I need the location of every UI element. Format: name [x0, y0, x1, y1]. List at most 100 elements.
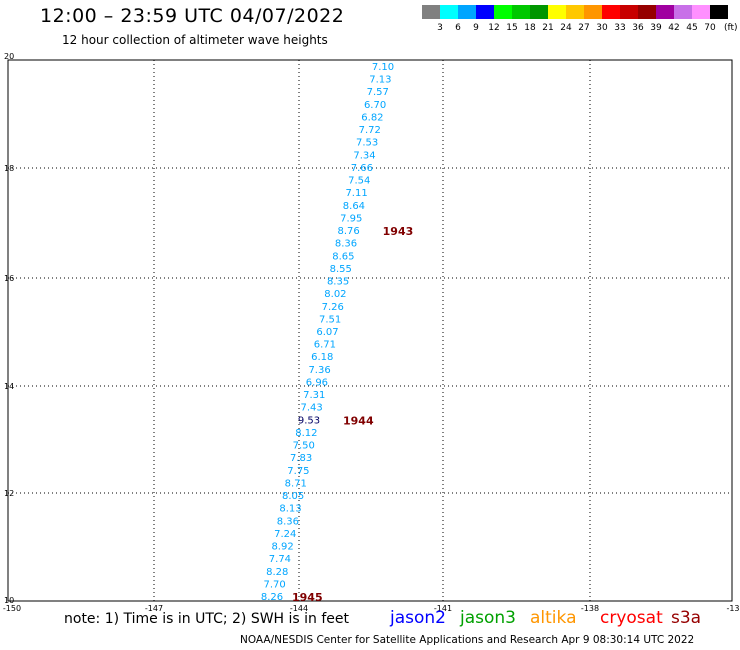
- legend-label: 21: [542, 23, 554, 33]
- legend-label: 3: [437, 23, 443, 33]
- legend-label: 45: [686, 23, 698, 33]
- wave-height-label: 8.36: [335, 239, 357, 250]
- wave-height-label: 8.36: [277, 516, 299, 527]
- legend-swatch: [638, 5, 656, 19]
- wave-height-label: 7.13: [369, 75, 391, 86]
- credit-line: NOAA/NESDIS Center for Satellite Applica…: [240, 634, 695, 646]
- wave-height-label: 7.95: [340, 213, 362, 224]
- wave-height-label: 7.31: [303, 390, 325, 401]
- wave-height-label: 7.53: [356, 138, 378, 149]
- legend-swatch: [494, 5, 512, 19]
- wave-height-label: 7.36: [308, 365, 330, 376]
- legend-label: 36: [632, 23, 644, 33]
- legend-label: 24: [560, 23, 572, 33]
- wave-height-label: 8.64: [343, 201, 365, 212]
- wave-height-label: 7.11: [345, 188, 367, 199]
- legend-unit: (ft): [724, 23, 738, 33]
- lon-tick-label: -138: [581, 604, 599, 613]
- color-legend: 3 6 9 12 15 18 21 24 27 30 33 36 39 42 45 70 (ft): [422, 5, 738, 35]
- wave-height-label: 8.13: [279, 504, 301, 515]
- wave-height-label: 7.54: [348, 176, 370, 187]
- time-label: 1945: [292, 591, 323, 604]
- legend-swatch: [566, 5, 584, 19]
- legend-label: 33: [614, 23, 626, 33]
- wave-height-label: 7.26: [322, 302, 344, 313]
- lat-tick-label: 10: [4, 596, 14, 605]
- wave-height-label: 8.65: [332, 251, 354, 262]
- lat-tick-label: 16: [4, 274, 14, 283]
- lon-tick-label: -13: [726, 604, 739, 613]
- legend-swatch: [674, 5, 692, 19]
- wave-height-label: 9.53: [298, 415, 320, 426]
- satellite-jason2: jason2: [390, 608, 446, 628]
- legend-swatch: [692, 5, 710, 19]
- lat-tick-label: 12: [4, 489, 14, 498]
- wave-height-label: 7.74: [269, 554, 291, 565]
- wave-height-label: 6.07: [316, 327, 338, 338]
- map-subtitle: 12 hour collection of altimeter wave hei…: [62, 33, 328, 47]
- wave-height-label: 8.71: [285, 478, 307, 489]
- wave-height-label: 8.92: [271, 542, 293, 553]
- legend-swatch: [602, 5, 620, 19]
- wave-height-label: 7.66: [351, 163, 373, 174]
- legend-label: 42: [668, 23, 680, 33]
- lat-tick-label: 20: [4, 52, 14, 61]
- note-text: note: 1) Time is in UTC; 2) SWH is in fe…: [64, 611, 350, 627]
- lon-tick-label: -144: [290, 604, 308, 613]
- legend-swatch: [530, 5, 548, 19]
- time-label: 1943: [383, 225, 414, 238]
- satellite-cryosat: cryosat: [600, 608, 663, 628]
- legend-label: 12: [488, 23, 500, 33]
- wave-height-label: 7.70: [264, 579, 286, 590]
- wave-height-label: 8.76: [338, 226, 360, 237]
- lat-tick-label: 14: [4, 382, 14, 391]
- wave-height-label: 7.43: [301, 403, 323, 414]
- wave-height-label: 7.50: [293, 441, 315, 452]
- wave-height-label: 7.83: [290, 453, 312, 464]
- legend-swatch: [440, 5, 458, 19]
- legend-label: 30: [596, 23, 608, 33]
- wave-height-label: 8.05: [282, 491, 304, 502]
- wave-height-label: 6.96: [306, 377, 328, 388]
- wave-height-label: 7.75: [287, 466, 309, 477]
- satellite-altika: altika: [530, 608, 577, 628]
- legend-swatch: [584, 5, 602, 19]
- wave-height-label: 7.34: [353, 150, 375, 161]
- legend-label: 70: [704, 23, 716, 33]
- legend-swatch: [548, 5, 566, 19]
- lon-tick-label: -141: [434, 604, 452, 613]
- legend-label: 18: [524, 23, 536, 33]
- legend-swatch: [476, 5, 494, 19]
- wave-height-label: 7.10: [372, 62, 394, 73]
- map-frame: [7, 59, 733, 602]
- wave-height-label: 6.71: [314, 340, 336, 351]
- legend-label: 27: [578, 23, 590, 33]
- legend-swatch: [512, 5, 530, 19]
- wave-height-label: 8.28: [266, 567, 288, 578]
- map-title: 12:00 – 23:59 UTC 04/07/2022: [40, 5, 345, 27]
- wave-height-label: 8.26: [261, 592, 283, 603]
- time-label: 1944: [343, 414, 374, 427]
- legend-swatch: [620, 5, 638, 19]
- legend-label: 9: [473, 23, 479, 33]
- lon-tick-label: -150: [3, 604, 21, 613]
- wave-height-label: 7.24: [274, 529, 296, 540]
- wave-height-label: 7.51: [319, 314, 341, 325]
- legend-label: 39: [650, 23, 662, 33]
- satellite-s3a: s3a: [671, 608, 702, 628]
- wave-height-label: 6.18: [311, 352, 333, 363]
- legend-label: 6: [455, 23, 461, 33]
- wave-height-label: 7.57: [367, 87, 389, 98]
- wave-height-label: 6.82: [361, 112, 383, 123]
- wave-height-label: 8.12: [295, 428, 317, 439]
- wave-height-label: 6.70: [364, 100, 386, 111]
- lon-tick-label: -147: [145, 604, 163, 613]
- wave-height-label: 7.72: [359, 125, 381, 136]
- wave-height-label: 8.35: [327, 277, 349, 288]
- legend-swatch: [422, 5, 440, 19]
- lat-tick-label: 18: [4, 164, 14, 173]
- legend-swatch: [710, 5, 728, 19]
- legend-label: 15: [506, 23, 518, 33]
- wave-height-label: 8.02: [324, 289, 346, 300]
